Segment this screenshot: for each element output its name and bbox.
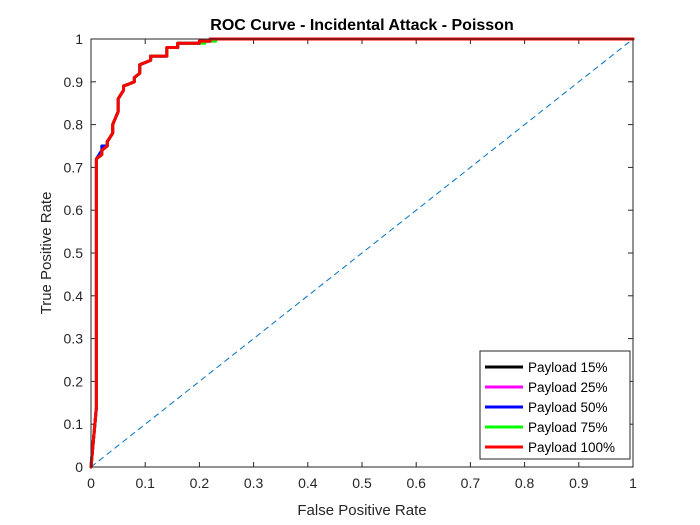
x-tick-label: 0.5 [352,475,372,491]
y-tick-label: 0.3 [64,331,84,347]
y-axis-label: True Positive Rate [38,192,55,315]
axes-box [90,38,634,468]
legend-label: Payload 100% [528,440,615,455]
y-tick-label: 0.9 [64,74,84,90]
axis-ticks: 0 0.1 0.2 0.3 0.4 0.5 0.6 0.7 0.8 0.9 1 0 0.1 0.2 0.3 0… [64,31,638,491]
x-tick-label: 0.2 [190,475,210,491]
legend-label: Payload 50% [528,400,608,415]
x-tick-label: 0.4 [298,475,318,491]
x-tick-label: 0.3 [244,475,264,491]
chart-title: ROC Curve - Incidental Attack - Poisson [210,17,513,34]
x-tick-label: 0.7 [461,475,481,491]
y-tick-label: 0.2 [64,373,84,389]
series-line-5 [89,37,635,469]
legend-box [479,350,631,460]
x-tick-label: 0.9 [569,475,589,491]
y-tick-label: 0.4 [64,288,84,304]
y-tick-label: 1 [75,31,83,47]
x-tick-label: 1 [629,475,637,491]
legend-label: Payload 75% [528,420,608,435]
x-tick-label: 0.8 [515,475,535,491]
legend-label: Payload 15% [528,360,608,375]
y-tick-label: 0.8 [64,117,84,133]
legend: Payload 15% Payload 25% Payload 50% Payload… [479,350,631,460]
x-tick-label: 0.6 [406,475,426,491]
chance-reference-line [90,38,634,468]
x-axis-label: False Positive Rate [297,502,426,519]
series-layer [89,37,635,469]
x-tick-label: 0.1 [135,475,155,491]
y-tick-label: 0 [75,459,83,475]
y-tick-label: 0.5 [64,245,84,261]
legend-label: Payload 25% [528,380,608,395]
x-tick-label: 0 [87,475,95,491]
y-tick-label: 0.7 [64,159,84,175]
y-tick-label: 0.1 [64,416,84,432]
reference-line-layer [90,38,634,468]
y-tick-label: 0.6 [64,202,84,218]
